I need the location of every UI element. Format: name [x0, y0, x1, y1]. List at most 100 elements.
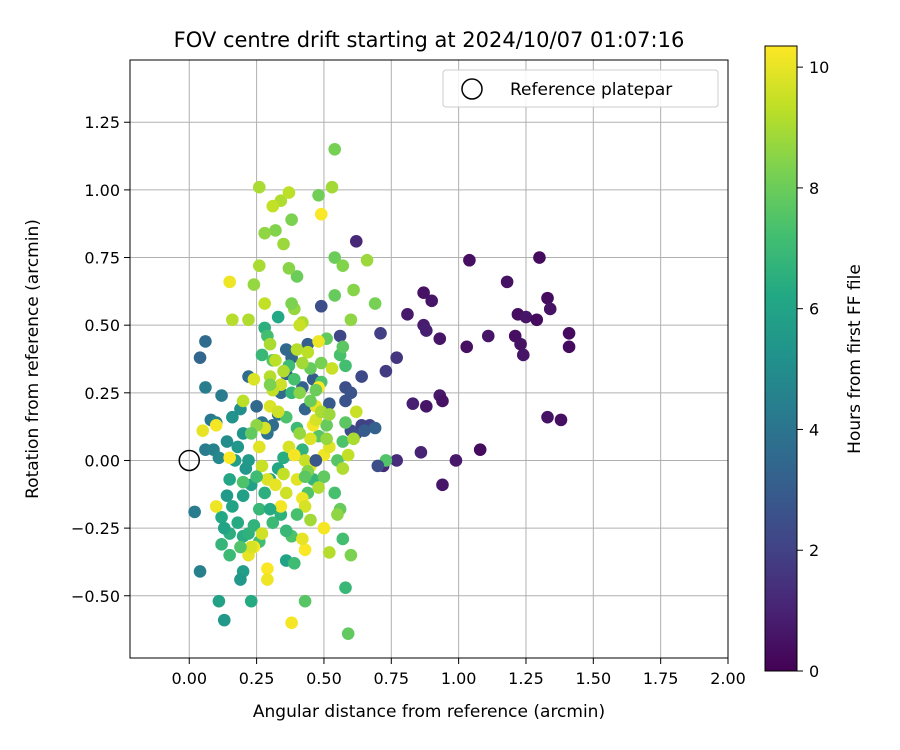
colorbar-tick-label: 6: [809, 300, 819, 319]
data-point: [188, 505, 201, 519]
data-point: [541, 410, 554, 424]
data-point: [244, 427, 258, 440]
data-point: [247, 278, 261, 291]
data-point: [358, 424, 371, 438]
data-point: [290, 508, 304, 521]
data-point: [304, 432, 317, 446]
data-point: [317, 521, 331, 535]
x-tick-label: 2.00: [710, 669, 746, 688]
data-point: [234, 540, 247, 554]
legend-label: Reference platepar: [510, 80, 672, 100]
data-point: [279, 343, 293, 356]
colorbar: 0 2 4 6 8 10 Hours from first FF file: [764, 45, 865, 681]
y-tick-label: 1.00: [84, 181, 120, 200]
data-point: [252, 180, 266, 194]
data-point: [293, 318, 307, 332]
data-point: [420, 400, 433, 413]
data-point: [199, 381, 212, 394]
data-point: [223, 451, 236, 465]
data-point: [252, 259, 266, 272]
data-point: [261, 573, 274, 586]
data-point: [215, 510, 228, 524]
colorbar-tick-label: 2: [809, 541, 819, 560]
data-point: [339, 416, 352, 429]
data-point: [244, 594, 258, 608]
data-point: [277, 467, 290, 481]
data-point: [226, 313, 239, 327]
data-point: [436, 478, 449, 492]
data-point: [390, 454, 403, 467]
data-point: [317, 470, 331, 484]
data-point: [277, 237, 290, 251]
data-point: [252, 440, 266, 454]
data-point: [401, 308, 414, 321]
data-point: [309, 454, 323, 467]
x-tick-label: 1.00: [441, 669, 477, 688]
data-point: [293, 386, 307, 400]
data-point: [212, 451, 226, 465]
data-point: [298, 500, 312, 513]
colorbar-tick-label: 4: [809, 420, 819, 439]
data-point: [463, 253, 476, 267]
data-point: [282, 186, 296, 199]
data-point: [285, 616, 298, 630]
data-point: [312, 188, 325, 202]
data-point: [336, 340, 350, 354]
data-point: [543, 302, 557, 316]
data-point: [514, 337, 527, 351]
data-point: [298, 454, 312, 467]
data-point: [271, 405, 285, 419]
data-point: [473, 443, 487, 456]
data-point: [261, 562, 274, 576]
data-point: [436, 394, 449, 408]
data-point: [323, 546, 336, 559]
data-point: [250, 400, 263, 413]
data-point: [314, 356, 328, 370]
data-point: [433, 332, 447, 346]
data-point: [247, 372, 261, 386]
data-point: [328, 251, 342, 264]
data-point: [223, 473, 236, 486]
data-point: [199, 335, 212, 348]
data-point: [263, 378, 277, 392]
data-point: [258, 297, 271, 310]
colorbar-ticks: 0 2 4 6 8 10: [797, 58, 829, 681]
colorbar-tick-label: 10: [809, 58, 829, 77]
data-point: [236, 394, 250, 408]
data-point: [360, 253, 374, 267]
data-point: [223, 275, 236, 289]
data-point: [269, 478, 282, 492]
data-point: [293, 427, 307, 440]
data-point: [339, 359, 352, 373]
y-axis-label: Rotation from reference (arcmin): [23, 219, 43, 499]
data-point: [349, 234, 363, 248]
data-point: [298, 543, 312, 557]
data-point: [331, 508, 344, 521]
data-point: [328, 486, 342, 500]
x-tick-label: 1.75: [643, 669, 679, 688]
data-point: [406, 397, 420, 410]
data-point: [226, 500, 239, 513]
data-point: [250, 470, 263, 484]
data-point: [212, 594, 226, 608]
x-tick-label: 1.25: [508, 669, 544, 688]
x-axis-label: Angular distance from reference (arcmin): [253, 702, 605, 722]
y-tick-label: 0.00: [84, 451, 120, 470]
data-point: [414, 446, 428, 459]
data-point: [533, 251, 546, 264]
data-point: [379, 364, 393, 378]
data-point: [231, 516, 245, 530]
data-point: [390, 351, 403, 364]
data-point: [320, 432, 333, 446]
data-point: [263, 337, 277, 351]
data-point: [336, 532, 350, 546]
data-point: [336, 435, 350, 448]
data-point: [247, 519, 261, 532]
data-point: [304, 513, 317, 527]
colorbar-gradient: [764, 45, 798, 672]
x-tick-label: 0.75: [373, 669, 409, 688]
data-point: [333, 329, 347, 343]
y-tick-label: 0.25: [84, 384, 120, 403]
data-point: [279, 486, 293, 500]
